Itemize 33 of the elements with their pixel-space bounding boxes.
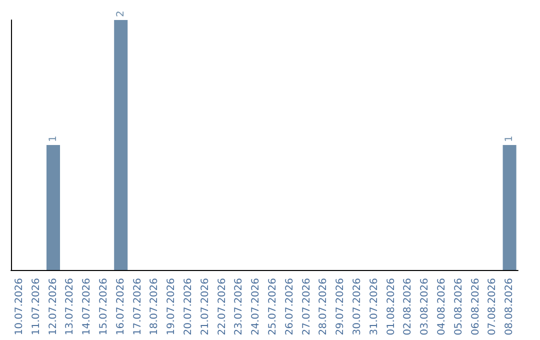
x-tick-label: 15.07.2026 — [98, 278, 110, 336]
x-tick-label: 19.07.2026 — [166, 278, 178, 336]
x-tick-label: 22.07.2026 — [216, 278, 228, 336]
x-tick-label: 08.08.2026 — [504, 278, 516, 336]
x-tick-label: 21.07.2026 — [200, 278, 211, 336]
data-label: 1 — [504, 136, 516, 142]
x-tick-label: 16.07.2026 — [115, 278, 126, 336]
x-tick-label: 18.07.2026 — [149, 278, 160, 336]
x-tick-label: 23.07.2026 — [234, 278, 245, 336]
x-tick-label: 04.08.2026 — [436, 278, 448, 336]
x-tick-label: 25.07.2026 — [267, 278, 278, 336]
x-tick-label: 07.08.2026 — [487, 278, 498, 336]
x-tick-label: 24.07.2026 — [250, 278, 262, 336]
data-label: 1 — [48, 136, 59, 142]
x-tick-label: 06.08.2026 — [470, 278, 482, 336]
x-tick-label: 28.07.2026 — [318, 278, 330, 336]
x-tick-label: 12.07.2026 — [48, 278, 59, 336]
data-label: 2 — [115, 10, 126, 17]
x-tick-label: 29.07.2026 — [335, 278, 346, 336]
x-tick-label: 11.07.2026 — [30, 278, 42, 336]
x-tick-label: 01.08.2026 — [386, 278, 397, 336]
x-tick-label: 31.07.2026 — [368, 278, 380, 336]
x-tick-label: 17.07.2026 — [132, 278, 144, 336]
x-tick-label: 26.07.2026 — [284, 278, 296, 336]
x-tick-label: 13.07.2026 — [64, 278, 76, 336]
x-tick-label: 10.07.2026 — [14, 278, 25, 336]
x-tick-label: 05.08.2026 — [453, 278, 464, 336]
x-tick-label: 14.07.2026 — [82, 278, 93, 336]
x-tick-label: 27.07.2026 — [301, 278, 312, 336]
x-tick-label: 03.08.2026 — [420, 278, 431, 336]
x-tick-label: 30.07.2026 — [352, 278, 363, 336]
x-tick-label: 20.07.2026 — [182, 278, 194, 336]
x-tick-label: 02.08.2026 — [402, 278, 414, 336]
